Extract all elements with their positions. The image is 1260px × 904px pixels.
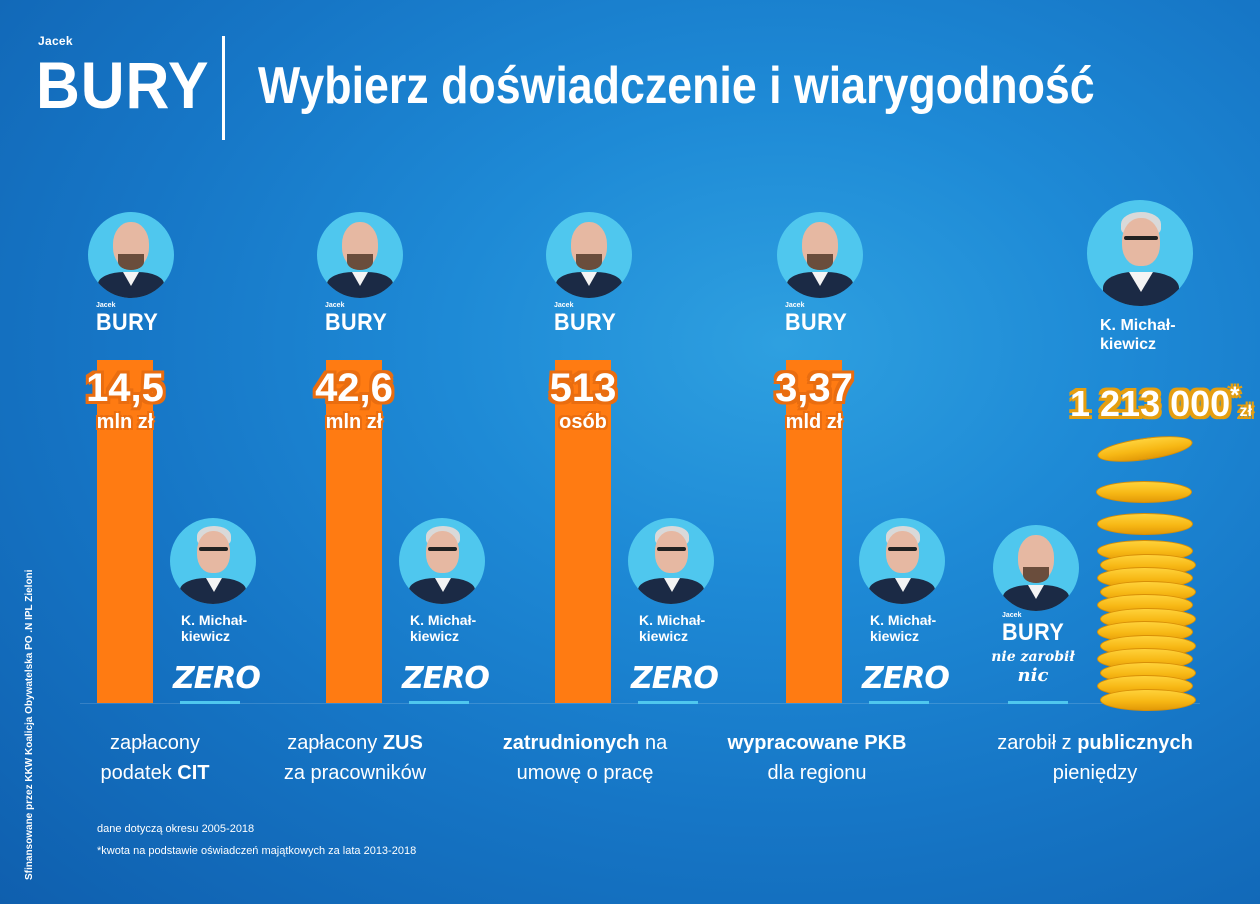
bar-unit: osób <box>559 411 607 433</box>
caption-salary: zarobił z publicznych pieniędzy <box>997 732 1193 784</box>
opponent-zero: ZERO <box>173 661 261 696</box>
candidate-avatar <box>777 212 863 298</box>
candidate-last-name: BURY <box>325 309 388 336</box>
caption-line1: zatrudnionych na <box>480 728 690 758</box>
candidate-name: Jacek BURY <box>554 302 634 336</box>
candidate-avatar <box>546 212 632 298</box>
candidate-last-name: BURY <box>96 309 159 336</box>
opponent-zero: ZERO <box>862 661 950 696</box>
bar-value: 14,5 <box>86 366 164 410</box>
salary-amount: 1 213 000*zł <box>1070 382 1252 424</box>
caption-segment: wypracowane PKB <box>727 732 907 754</box>
opponent-zero: ZERO <box>402 661 490 696</box>
caption-segment: na <box>639 732 668 754</box>
caption: zapłacony ZUS za pracowników <box>250 728 460 788</box>
coin <box>1095 431 1195 467</box>
bar-label: 42,6 mln zł <box>289 366 419 434</box>
candidate-avatar <box>88 212 174 298</box>
caption-segment: dla regionu <box>767 762 867 784</box>
opponent-avatar <box>399 518 485 604</box>
caption-line2: dla regionu <box>712 758 922 788</box>
opponent-name: K. Michał- kiewicz <box>870 612 937 644</box>
candidate-bar <box>555 360 611 703</box>
opponent-avatar <box>628 518 714 604</box>
caption-line2: umowę o pracę <box>480 758 690 788</box>
candidate-name: Jacek BURY <box>1002 612 1082 646</box>
coin <box>1100 688 1196 711</box>
opponent-zero: ZERO <box>631 661 719 696</box>
opponent-avatar-large <box>1087 200 1193 306</box>
candidate-avatar <box>317 212 403 298</box>
opponent-name-large: K. Michał- kiewicz <box>1100 317 1176 353</box>
caption: zatrudnionych na umowę o pracę <box>480 728 690 788</box>
period-note: dane dotyczą okresu 2005-2018 <box>97 823 255 835</box>
header-divider <box>222 36 225 140</box>
underline <box>638 701 698 704</box>
opponent-avatar <box>170 518 256 604</box>
candidate-name: Jacek BURY <box>96 302 176 336</box>
bar-label: 3,37 mld zł <box>749 366 879 434</box>
coin <box>1097 513 1193 535</box>
bar-unit: mln zł <box>96 411 154 433</box>
candidate-first-name: Jacek <box>785 302 805 309</box>
candidate-first-name: Jacek <box>325 302 345 309</box>
candidate-last-name: BURY <box>1002 619 1065 646</box>
caption-segment: CIT <box>177 762 210 784</box>
candidate-bar <box>326 360 382 703</box>
header: Jacek BURY Wybierz doświadczenie i wiary… <box>36 30 1236 140</box>
caption-segment: zapłacony <box>109 732 201 754</box>
caption-segment: ZUS <box>382 732 423 754</box>
opponent-name: K. Michał- kiewicz <box>410 612 477 644</box>
caption: zapłacony podatek CIT <box>50 728 260 788</box>
underline <box>180 701 240 704</box>
candidate-bar <box>97 360 153 703</box>
caption-segment: za pracowników <box>283 762 427 784</box>
bar-value: 513 <box>549 366 617 410</box>
opponent-name: K. Michał- kiewicz <box>639 612 706 644</box>
candidate-name: Jacek BURY <box>785 302 865 336</box>
opponent-name: K. Michał- kiewicz <box>181 612 248 644</box>
logo-last-name: BURY <box>36 48 210 122</box>
underline <box>869 701 929 704</box>
bar-value: 3,37 <box>775 366 853 410</box>
candidate-first-name: Jacek <box>96 302 116 309</box>
notes: dane dotyczą okresu 2005-2018 *kwota na … <box>97 818 416 862</box>
bar-label: 14,5 mln zł <box>60 366 190 434</box>
bar-label: 513 osób <box>518 366 648 434</box>
caption-segment: umowę o pracę <box>516 762 654 784</box>
funding-note: Sfinansowane przez KKW Koalicja Obywatel… <box>24 569 35 880</box>
candidate-first-name: Jacek <box>554 302 574 309</box>
candidate-bar <box>786 360 842 703</box>
headline: Wybierz doświadczenie i wiarygodność <box>258 57 1095 115</box>
coin <box>1096 481 1192 503</box>
candidate-last-name: BURY <box>785 309 848 336</box>
caption-line2: za pracowników <box>250 758 460 788</box>
caption-line2: podatek CIT <box>50 758 260 788</box>
logo-first-name: Jacek <box>38 34 73 48</box>
bar-unit: mln zł <box>325 411 383 433</box>
caption-segment: zatrudnionych <box>502 732 640 754</box>
candidate-last-name: BURY <box>554 309 617 336</box>
candidate-avatar-small <box>993 525 1079 611</box>
candidate-name: Jacek BURY <box>325 302 405 336</box>
candidate-first-name: Jacek <box>1002 612 1022 619</box>
bar-unit: mld zł <box>785 411 843 433</box>
underline <box>1008 701 1068 704</box>
candidate-earned-nothing: nie zarobił nic <box>991 649 1075 686</box>
caption-line1: zapłacony ZUS <box>250 728 460 758</box>
caption: wypracowane PKB dla regionu <box>712 728 922 788</box>
opponent-avatar <box>859 518 945 604</box>
caption-line1: zapłacony <box>50 728 260 758</box>
caption-segment: podatek <box>100 762 178 784</box>
underline <box>409 701 469 704</box>
bar-value: 42,6 <box>315 366 393 410</box>
footnote: *kwota na podstawie oświadczeń majątkowy… <box>97 845 417 857</box>
caption-line1: wypracowane PKB <box>712 728 922 758</box>
caption-segment: zapłacony <box>287 732 383 754</box>
